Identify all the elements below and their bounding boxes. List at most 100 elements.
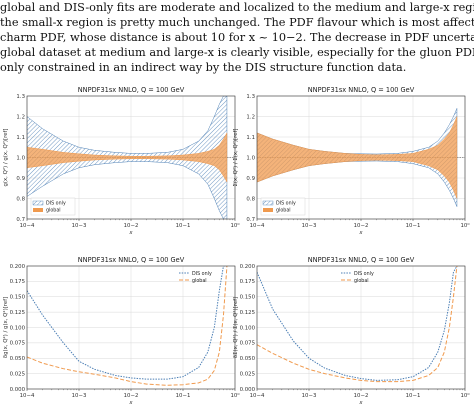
y-tick-label: 0.9: [16, 176, 25, 182]
plot-frame: [256, 265, 466, 390]
line-dis-only: [27, 266, 227, 380]
y-tick-label: 0.200: [10, 264, 26, 270]
text-line-2: the small-x region is pretty much unchan…: [0, 16, 474, 29]
legend-label-dis: DIS only: [354, 271, 374, 277]
y-axis-label: g(x, Q²) / g(x, Q²)[ref]: [2, 128, 9, 186]
y-tick-label: 0.9: [246, 176, 255, 182]
legend-swatch-dis: [32, 200, 44, 206]
y-tick-label: 0.150: [10, 295, 26, 301]
y-tick-label: 0.050: [240, 356, 256, 362]
plot-marks: [257, 108, 465, 207]
y-tick-label: 1.0: [16, 155, 25, 161]
x-tick-label: 10−1: [176, 393, 191, 399]
legend-swatch-global: [33, 208, 43, 212]
y-tick-label: 0.100: [10, 325, 26, 331]
chart-panel-1: 0.7 0.8 0.9 1.0 1.1 1.2 1.3 10−4 10−3 10−2 10−1 10⁰…: [2, 86, 240, 236]
paper-text-block: global and DIS-only fits are moderate an…: [0, 0, 474, 78]
legend-label-global: global: [46, 208, 61, 214]
y-tick-label: 0.075: [10, 341, 25, 347]
y-tick-label: 0.7: [246, 217, 255, 223]
x-tick-label: 10⁰: [460, 392, 469, 399]
y-tick-label: 1.1: [246, 135, 255, 141]
legend-swatch-dis: [262, 200, 274, 206]
x-tick-label: 10−1: [406, 393, 421, 399]
chart-title: NNPDF31sx NNLO, Q = 100 GeV: [308, 86, 415, 94]
y-tick-label: 0.050: [10, 356, 26, 362]
y-tick-label: 0.175: [240, 279, 255, 285]
band-global: [27, 131, 228, 184]
y-tick-label: 0.175: [10, 279, 25, 285]
y-tick-label: 1.1: [16, 135, 25, 141]
chart-panel-2: 0.7 0.8 0.9 1.0 1.1 1.2 1.3 10−4 10−3 10−2 10−1 10⁰…: [232, 86, 470, 236]
x-tick-label: 10−2: [354, 223, 369, 229]
x-tick-label: 10−4: [20, 393, 35, 399]
y-tick-label: 0.075: [240, 341, 255, 347]
text-line-4: global dataset at medium and large-x is …: [0, 46, 474, 59]
x-tick-label: 10−3: [72, 223, 87, 229]
y-tick-label: 0.200: [240, 264, 256, 270]
x-tick-label: 10−1: [176, 223, 191, 229]
chart-panel-4: 0.000 0.025 0.050 0.075 0.100 0.125 0.150 0.175…: [232, 256, 470, 406]
band-global: [257, 116, 458, 199]
y-tick-label: 0.8: [16, 196, 25, 202]
y-tick-label: 0.100: [240, 325, 256, 331]
y-tick-label: 0.150: [240, 295, 256, 301]
x-axis-label: x: [128, 400, 133, 406]
x-tick-label: 10−3: [302, 393, 317, 399]
y-tick-label: 1.3: [16, 94, 25, 100]
y-tick-label: 0.125: [10, 310, 25, 316]
text-line-1: global and DIS-only fits are moderate an…: [0, 1, 474, 14]
y-tick-label: 0.025: [240, 371, 255, 377]
chart-title: NNPDF31sx NNLO, Q = 100 GeV: [78, 86, 185, 94]
x-tick-label: 10−4: [250, 393, 265, 399]
legend-label-dis: DIS only: [192, 271, 212, 277]
text-line-5: only constrained in an indirect way by t…: [0, 61, 407, 74]
y-tick-label: 1.2: [246, 114, 255, 120]
plot-marks: [257, 266, 458, 383]
y-axis-label: δΣ(x, Q²) / Σ(x, Q²)[ref]: [232, 297, 239, 358]
y-tick-label: 0.8: [246, 196, 255, 202]
x-tick-label: 10−4: [250, 223, 265, 229]
y-tick-label: 0.125: [240, 310, 255, 316]
x-axis-label: x: [128, 230, 133, 236]
x-tick-label: 10−2: [124, 223, 139, 229]
x-tick-label: 10−3: [302, 223, 317, 229]
y-tick-label: 0.000: [10, 387, 26, 393]
chart-panel-3: 0.000 0.025 0.050 0.075 0.100 0.125 0.150 0.175…: [2, 256, 240, 406]
x-tick-label: 10−2: [354, 393, 369, 399]
x-axis-label: x: [358, 230, 363, 236]
plot-frame: [26, 265, 236, 390]
x-tick-label: 10−4: [20, 223, 35, 229]
x-tick-label: 10−3: [72, 393, 87, 399]
x-tick-label: 10⁰: [230, 392, 239, 399]
legend-label-global: global: [192, 278, 207, 284]
legend-label-dis: DIS only: [276, 201, 296, 207]
x-tick-label: 10−1: [406, 223, 421, 229]
chart-title: NNPDF31sx NNLO, Q = 100 GeV: [78, 256, 185, 264]
x-tick-label: 10⁰: [460, 222, 469, 229]
text-line-3: charm PDF, whose distance is about 10 fo…: [0, 31, 474, 44]
plot-marks: [27, 96, 235, 219]
legend-label-global: global: [354, 278, 369, 284]
line-dis-only: [257, 266, 458, 381]
y-tick-label: 0.000: [240, 387, 256, 393]
y-tick-label: 1.2: [16, 114, 25, 120]
plot-frame: [256, 95, 466, 220]
x-axis-label: x: [358, 400, 363, 406]
legend-swatch-global: [263, 208, 273, 212]
x-tick-label: 10⁰: [230, 222, 239, 229]
legend-label-dis: DIS only: [46, 201, 66, 207]
y-tick-label: 0.025: [10, 371, 25, 377]
x-tick-label: 10−2: [124, 393, 139, 399]
y-tick-label: 1.3: [246, 94, 255, 100]
line-global: [27, 266, 228, 386]
y-axis-label: Σ(x, Q²) / Σ(x, Q²)[ref]: [232, 128, 239, 186]
chart-title: NNPDF31sx NNLO, Q = 100 GeV: [308, 256, 415, 264]
y-tick-label: 1.0: [246, 155, 255, 161]
line-global: [257, 266, 458, 383]
y-axis-label: δg(x, Q²) / g(x, Q²)[ref]: [2, 297, 9, 358]
plot-marks: [27, 266, 228, 386]
legend-label-global: global: [276, 208, 291, 214]
y-tick-label: 0.7: [16, 217, 25, 223]
